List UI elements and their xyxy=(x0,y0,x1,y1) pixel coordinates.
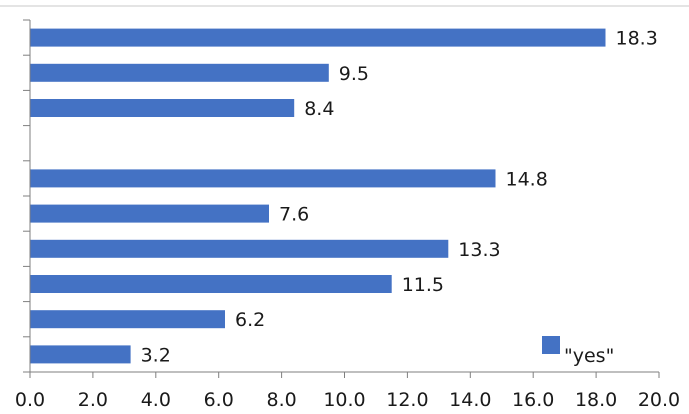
data-label: 14.8 xyxy=(506,168,548,190)
bar xyxy=(30,204,269,223)
bar xyxy=(30,169,496,188)
x-tick-label: 4.0 xyxy=(141,389,171,411)
bar xyxy=(30,239,449,258)
x-tick-label: 20.0 xyxy=(638,389,680,411)
data-label: 3.2 xyxy=(141,344,171,366)
data-label: 8.4 xyxy=(304,98,334,120)
data-label: 18.3 xyxy=(616,28,658,50)
legend-label: "yes" xyxy=(564,345,614,367)
x-tick-label: 10.0 xyxy=(323,389,365,411)
bar xyxy=(30,310,225,329)
data-label: 7.6 xyxy=(279,204,309,226)
data-labels-group: 3.2 6.2 11.5 13.3 7.6 14.8 8.49.5 18.3 xyxy=(141,28,658,367)
bar xyxy=(30,28,606,47)
bar xyxy=(30,63,329,82)
x-tick-label: 14.0 xyxy=(449,389,491,411)
legend: "yes" xyxy=(542,336,614,367)
data-label: 13.3 xyxy=(458,239,500,261)
x-tick-label: 0.0 xyxy=(15,389,45,411)
x-axis: 0.0 2.0 4.0 6.0 8.0 10.0 12.0 14.0 16.0 18.0 20.0 xyxy=(15,371,680,411)
bar xyxy=(30,345,131,364)
x-tick-label: 12.0 xyxy=(386,389,428,411)
bars-group xyxy=(30,28,606,364)
x-tick-label: 2.0 xyxy=(78,389,108,411)
y-axis xyxy=(23,19,31,373)
x-tick-label: 8.0 xyxy=(266,389,296,411)
x-tick-label: 6.0 xyxy=(204,389,234,411)
data-label: 6.2 xyxy=(235,309,265,331)
x-tick-label: 16.0 xyxy=(512,389,554,411)
legend-swatch xyxy=(542,336,560,354)
x-tick-label: 18.0 xyxy=(575,389,617,411)
data-label: 9.5 xyxy=(339,63,369,85)
bar xyxy=(30,99,295,117)
data-label: 11.5 xyxy=(402,274,444,296)
bar xyxy=(30,275,392,293)
